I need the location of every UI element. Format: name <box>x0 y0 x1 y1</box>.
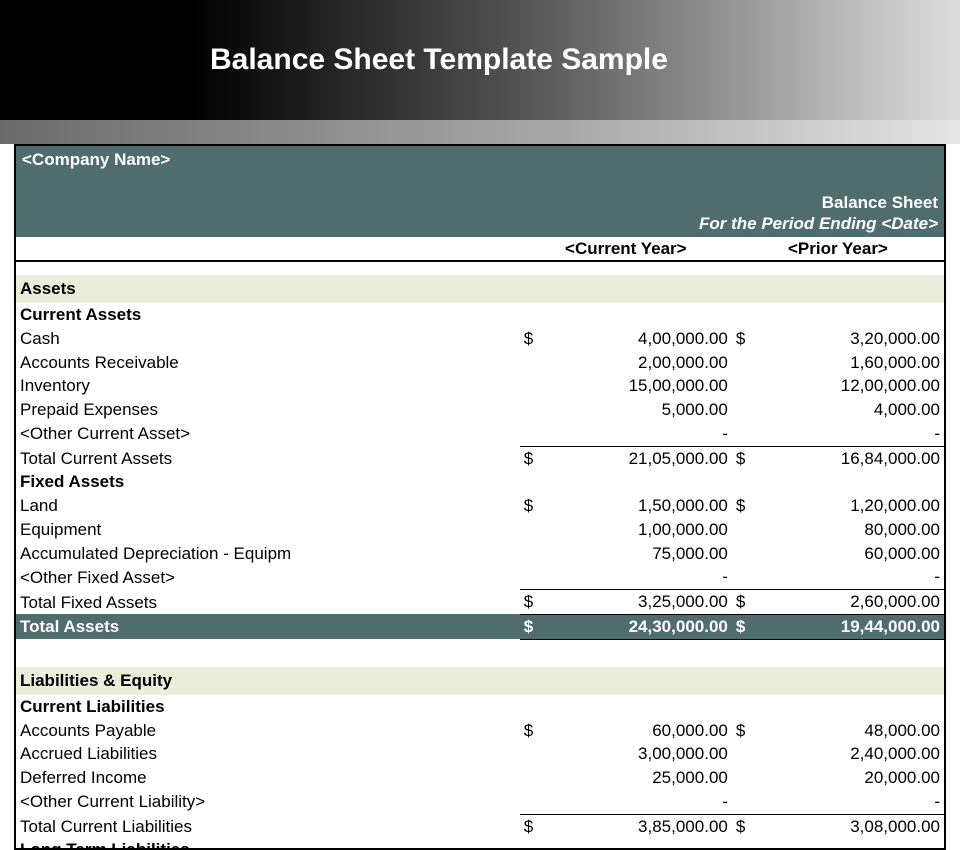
col-current-year: <Current Year> <box>520 237 732 262</box>
subsection-longterm-liabilities: Long Term Liabilities <box>16 838 944 850</box>
subtotal-current-assets: Total Current Assets $ 21,05,000.00 $ 16… <box>16 446 944 470</box>
line-item: <Other Fixed Asset> - - <box>16 565 944 589</box>
sheet-header: <Company Name> Balance Sheet For the Per… <box>16 146 944 237</box>
line-item: Cash $ 4,00,000.00 $ 3,20,000.00 <box>16 327 944 351</box>
subsection-current-liabilities: Current Liabilities <box>16 695 944 719</box>
section-assets: Assets <box>16 275 944 303</box>
line-item: Accumulated Depreciation - Equipm 75,000… <box>16 542 944 566</box>
company-name: <Company Name> <box>22 150 938 170</box>
subsection-current-assets: Current Assets <box>16 303 944 327</box>
balance-sheet: <Company Name> Balance Sheet For the Per… <box>14 144 946 850</box>
line-item: Accrued Liabilities 3,00,000.00 2,40,000… <box>16 742 944 766</box>
page-banner: Balance Sheet Template Sample <box>0 0 960 120</box>
total-assets: Total Assets $ 24,30,000.00 $ 19,44,000.… <box>16 614 944 639</box>
sheet-container: <Company Name> Balance Sheet For the Per… <box>0 144 960 850</box>
subsection-fixed-assets: Fixed Assets <box>16 470 944 494</box>
line-item: Inventory 15,00,000.00 12,00,000.00 <box>16 374 944 398</box>
doc-title: Balance Sheet <box>22 192 938 213</box>
balance-sheet-table: <Current Year> <Prior Year> Assets Curre… <box>16 237 944 850</box>
column-header-row: <Current Year> <Prior Year> <box>16 237 944 262</box>
section-liabilities-equity-label: Liabilities & Equity <box>16 667 944 695</box>
line-item: Deferred Income 25,000.00 20,000.00 <box>16 766 944 790</box>
line-item: Prepaid Expenses 5,000.00 4,000.00 <box>16 398 944 422</box>
section-assets-label: Assets <box>16 275 944 303</box>
col-prior-year: <Prior Year> <box>732 237 944 262</box>
line-item: Accounts Receivable 2,00,000.00 1,60,000… <box>16 351 944 375</box>
subtotal-fixed-assets: Total Fixed Assets $ 3,25,000.00 $ 2,60,… <box>16 590 944 615</box>
line-item: Accounts Payable $ 60,000.00 $ 48,000.00 <box>16 719 944 743</box>
line-item: <Other Current Asset> - - <box>16 422 944 446</box>
period-line: For the Period Ending <Date> <box>22 213 938 234</box>
line-item: <Other Current Liability> - - <box>16 790 944 814</box>
banner-underbar <box>0 120 960 144</box>
line-item: Equipment 1,00,000.00 80,000.00 <box>16 518 944 542</box>
section-liabilities-equity: Liabilities & Equity <box>16 667 944 695</box>
banner-title: Balance Sheet Template Sample <box>210 43 668 77</box>
line-item: Land $ 1,50,000.00 $ 1,20,000.00 <box>16 494 944 518</box>
subtotal-current-liabilities: Total Current Liabilities $ 3,85,000.00 … <box>16 814 944 838</box>
